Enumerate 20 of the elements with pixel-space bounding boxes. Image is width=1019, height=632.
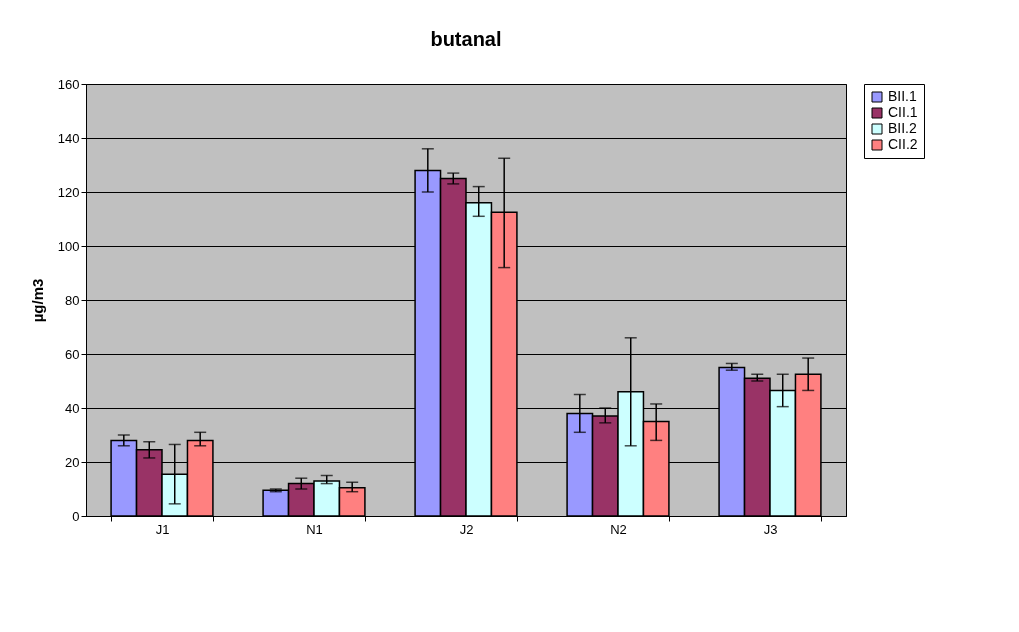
x-tick-label: N2 [610, 521, 627, 537]
y-tick-label: 20 [65, 454, 80, 470]
y-tick-label: 140 [57, 130, 80, 146]
x-tick-label: J3 [763, 521, 778, 537]
y-tick-label: 160 [57, 76, 80, 92]
legend-label: CII.2 [888, 136, 918, 152]
y-tick-label: 60 [65, 346, 80, 362]
y-axis-title: µg/m3 [28, 278, 46, 323]
y-tick-label: 80 [65, 292, 80, 308]
y-tick-label: 100 [57, 238, 80, 254]
legend-label: BII.2 [888, 120, 918, 136]
y-tick-label: 120 [57, 184, 80, 200]
legend-label: BII.1 [888, 88, 918, 104]
chart-title: butanal [430, 28, 502, 50]
legend-label: CII.1 [888, 104, 918, 120]
x-tick-label: N1 [306, 521, 323, 537]
x-tick-label: J1 [155, 521, 170, 537]
y-tick-label: 0 [72, 508, 80, 524]
y-tick-label: 40 [65, 400, 80, 416]
x-tick-label: J2 [459, 521, 474, 537]
